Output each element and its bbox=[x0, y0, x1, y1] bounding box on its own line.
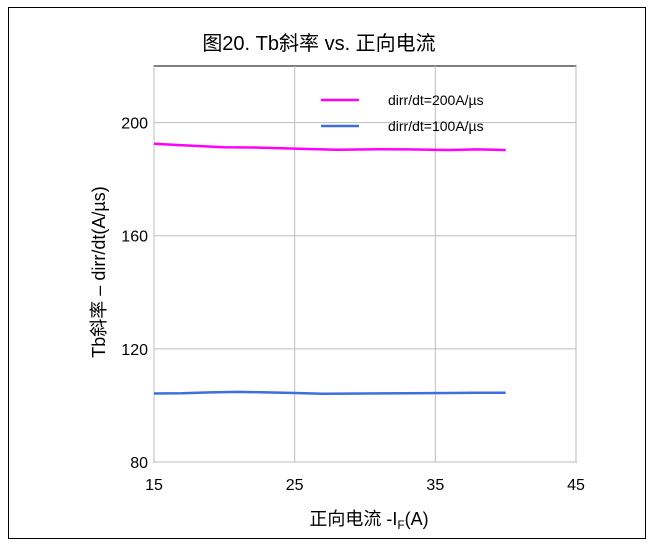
y-tick-label: 120 bbox=[121, 342, 148, 359]
x-tick-label: 15 bbox=[145, 477, 163, 494]
legend-label-1: dirr/dt=100A/µs bbox=[388, 118, 484, 134]
x-tick-label: 25 bbox=[286, 477, 304, 494]
y-tick-label: 200 bbox=[121, 116, 148, 133]
plot-area bbox=[153, 65, 577, 463]
x-tick-labels: 15 25 35 45 bbox=[145, 477, 585, 494]
y-axis-label: Tb斜率 – dirr/dt(A/µs) bbox=[89, 186, 109, 357]
legend-label-0: dirr/dt=200A/µs bbox=[388, 92, 484, 108]
chart-title: 图20. Tb斜率 vs. 正向电流 bbox=[202, 32, 435, 55]
x-axis-label-main: 正向电流 -I bbox=[309, 509, 397, 529]
chart-frame: 图20. Tb斜率 vs. 正向电流 80 120 160 200 15 25 35 45 … bbox=[8, 7, 646, 539]
x-tick-label: 35 bbox=[426, 477, 444, 494]
x-axis-label-subscript: F bbox=[397, 518, 404, 532]
x-tick-label: 45 bbox=[567, 477, 585, 494]
grid bbox=[153, 66, 577, 463]
series-line-1 bbox=[153, 390, 506, 396]
legend: dirr/dt=200A/µs dirr/dt=100A/µs bbox=[321, 92, 484, 134]
y-tick-label: 160 bbox=[121, 229, 148, 246]
series-layer bbox=[153, 142, 506, 396]
x-axis-label: 正向电流 -IF(A) bbox=[309, 509, 428, 532]
series-line-0 bbox=[153, 142, 506, 152]
y-tick-label: 80 bbox=[130, 455, 148, 472]
x-axis-label-unit: (A) bbox=[405, 509, 429, 529]
y-tick-labels: 80 120 160 200 bbox=[121, 116, 148, 472]
